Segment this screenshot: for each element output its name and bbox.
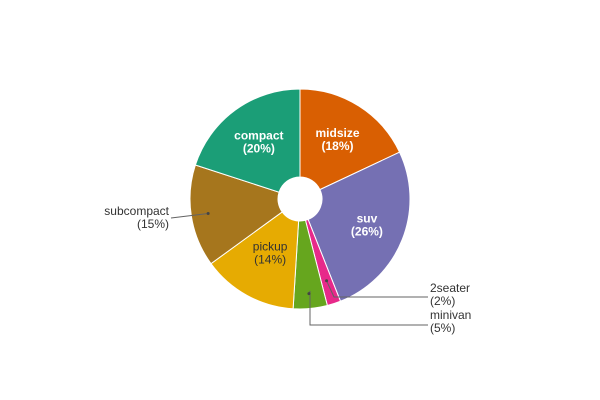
slice-percent-midsize: (18%) xyxy=(322,139,354,153)
slice-percent-pickup: (14%) xyxy=(254,252,286,266)
slice-subcompact xyxy=(189,164,283,265)
leader-dot-minivan xyxy=(307,292,311,296)
chart-slices xyxy=(189,88,411,310)
slice-pickup xyxy=(210,211,300,310)
leader-line-2seater xyxy=(326,280,428,298)
slice-percent-suv: (26%) xyxy=(351,225,383,239)
slice-percent-subcompact: (15%) xyxy=(137,217,169,231)
slice-label-compact: compact xyxy=(234,128,283,142)
leader-line-subcompact xyxy=(170,213,209,219)
slice-label-subcompact: subcompact xyxy=(104,204,169,218)
chart-labels: midsize(18%) suv(26%) 2seater(2%)minivan(5… xyxy=(104,126,471,335)
leader-dot-subcompact xyxy=(206,212,210,216)
slice-label-midsize: midsize xyxy=(316,126,360,140)
slice-compact xyxy=(194,88,301,193)
slice-label-2seater: 2seater xyxy=(430,281,470,295)
leader-dot-2seater xyxy=(325,279,329,283)
slice-suv xyxy=(307,151,411,302)
slice-percent-2seater: (2%) xyxy=(430,294,455,308)
slice-label-suv: suv xyxy=(357,212,378,226)
slice-label-pickup: pickup xyxy=(253,239,288,253)
slice-percent-compact: (20%) xyxy=(243,141,275,155)
slice-percent-minivan: (5%) xyxy=(430,321,455,335)
slice-midsize xyxy=(299,88,401,191)
slice-label-minivan: minivan xyxy=(430,308,471,322)
